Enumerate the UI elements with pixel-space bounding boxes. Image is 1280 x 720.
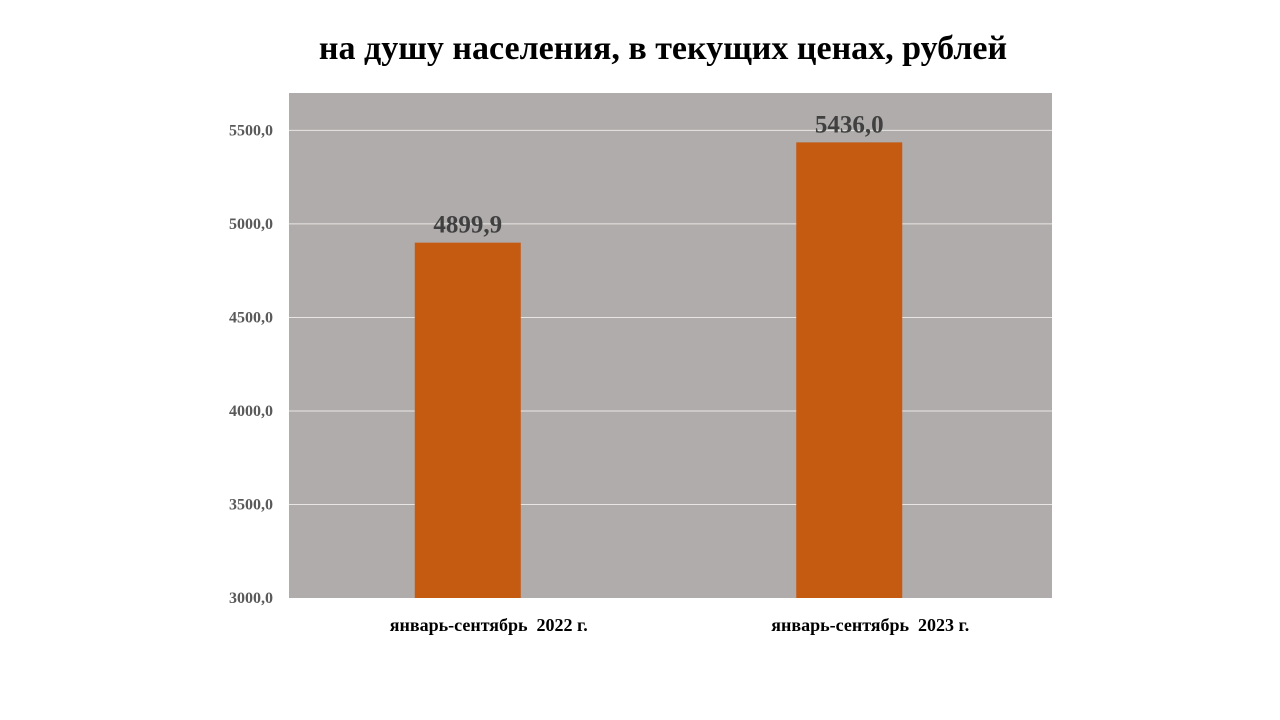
x-category-label: январь-сентябрь 2023 г. (771, 615, 969, 635)
y-tick-label: 5000,0 (229, 216, 273, 233)
y-tick-label: 3500,0 (229, 496, 273, 513)
x-category-label: январь-сентябрь 2022 г. (390, 615, 588, 635)
y-tick-label: 3000,0 (229, 590, 273, 607)
y-tick-label: 5500,0 (229, 122, 273, 139)
data-label: 5436,0 (815, 111, 884, 138)
y-tick-label: 4500,0 (229, 309, 273, 326)
chart-title: на душу населения, в текущих ценах, рубл… (318, 30, 1008, 67)
bar (414, 242, 521, 599)
y-tick-label: 4000,0 (229, 403, 273, 420)
plot-area (289, 93, 1052, 598)
bar (796, 142, 903, 598)
data-label: 4899,9 (433, 212, 502, 239)
